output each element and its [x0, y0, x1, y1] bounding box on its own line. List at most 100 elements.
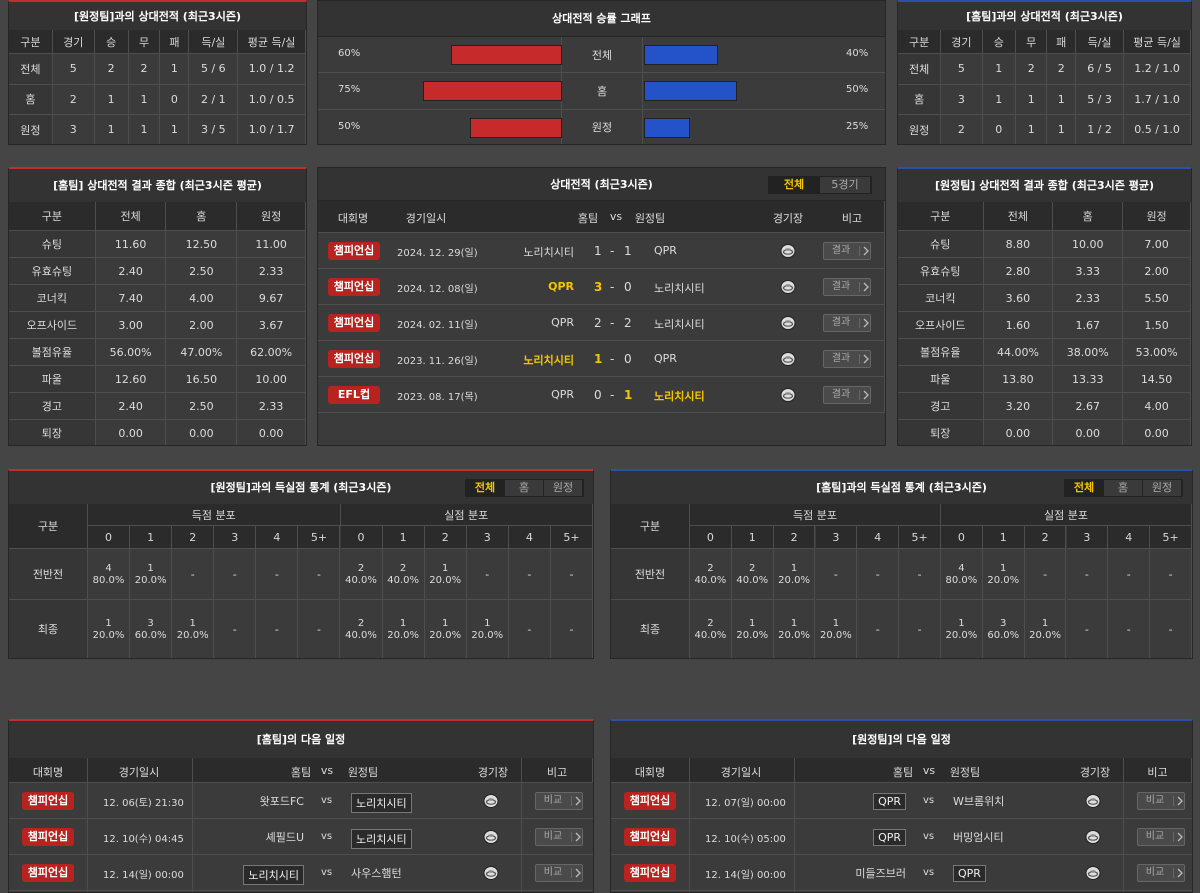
score-separator: -: [610, 280, 615, 294]
column-header: 경기일시: [405, 212, 447, 225]
tab[interactable]: 홈: [505, 480, 544, 496]
distribution-cell: -: [550, 549, 593, 600]
tab[interactable]: 전체: [769, 177, 820, 193]
goal-percent: 40.0%: [387, 574, 419, 586]
league-badge: 챔피언십: [624, 828, 676, 846]
button[interactable]: 비교: [535, 864, 583, 882]
table-cell: 3: [941, 84, 983, 115]
league-badge: 챔피언십: [328, 278, 380, 296]
icon-part: [785, 284, 791, 287]
column-divider: [192, 758, 193, 892]
button[interactable]: 비교: [535, 828, 583, 846]
distribution-cell: 1 20.0%: [172, 600, 215, 658]
table-cell: 47.00%: [166, 339, 238, 366]
row-label: 볼점유율: [9, 339, 96, 366]
goal-count: 1: [790, 562, 798, 574]
left-value-label: 50%: [338, 120, 361, 132]
distribution-cell: 4 80.0%: [941, 549, 983, 600]
table-cell: 4.00: [1123, 393, 1191, 420]
table-cell: 2: [52, 84, 95, 115]
table-cell: 1.2 / 1.0: [1124, 54, 1191, 85]
vs-label: vs: [321, 831, 333, 842]
button[interactable]: 결과: [823, 314, 871, 332]
column-header: 패: [1047, 30, 1076, 54]
away-score: 2: [624, 316, 632, 330]
distribution-cell: -: [256, 600, 299, 658]
distribution-cell: 3 60.0%: [983, 600, 1025, 658]
row-label: 볼점유율: [898, 339, 984, 366]
column-divider: [794, 758, 795, 892]
tab[interactable]: 전체: [1065, 480, 1104, 496]
away-team: 노리치시티: [351, 793, 412, 813]
chevron: [1173, 868, 1183, 878]
stadium-icon: [483, 830, 499, 844]
icon-part: [1090, 834, 1096, 837]
tab[interactable]: 원정: [544, 480, 583, 496]
home-team: QPR: [551, 388, 574, 401]
button[interactable]: 비교: [1137, 864, 1185, 882]
panel-title: [원정팀]의 다음 일정: [611, 721, 1192, 759]
column-header: 구분: [9, 202, 96, 231]
bin-header: 2: [1024, 526, 1067, 549]
distribution-cell: -: [1067, 600, 1109, 658]
column-header: 경기: [52, 30, 95, 54]
row-label: 최종: [611, 600, 690, 658]
icon-part: [1090, 798, 1096, 801]
right-bar: [644, 81, 737, 102]
stadium-icon: [1085, 830, 1101, 844]
table-cell: 0.5 / 1.0: [1124, 115, 1191, 144]
button[interactable]: 비교: [535, 792, 583, 810]
goal-percent: 20.0%: [429, 574, 462, 586]
score-separator: -: [610, 388, 615, 402]
column-header: 경기장: [772, 212, 804, 225]
tab[interactable]: 전체: [466, 480, 505, 496]
distribution-cell: 1 20.0%: [424, 549, 467, 600]
button[interactable]: 결과: [823, 242, 871, 260]
button[interactable]: 결과: [823, 350, 871, 368]
away-score: 0: [624, 352, 632, 366]
icon-part: [785, 392, 791, 395]
button[interactable]: 비교: [1137, 792, 1185, 810]
graph-category: 원정: [562, 109, 643, 144]
goal-count: 1: [442, 562, 449, 574]
distribution-cell: -: [815, 549, 858, 600]
distribution-cell: 2 40.0%: [340, 549, 383, 600]
button-label: 비교: [543, 867, 563, 878]
goal-percent: 80.0%: [945, 574, 978, 586]
goal-percent: 20.0%: [778, 574, 810, 586]
chevron-path: [863, 354, 869, 364]
chevron: [1173, 796, 1183, 806]
column-header: 득/실: [189, 30, 239, 54]
goal-count: 1: [832, 617, 840, 629]
row-divider: [9, 890, 593, 891]
stadium-icon: [483, 866, 499, 880]
match-date: 12. 10(수) 05:00: [705, 834, 786, 845]
table-cell: 1: [128, 84, 161, 115]
chevron: [859, 390, 869, 400]
icon-part: [488, 834, 494, 837]
column-divider: [521, 758, 522, 892]
button[interactable]: 비교: [1137, 828, 1185, 846]
column-header: 대회명: [32, 766, 64, 779]
league-badge: 챔피언십: [22, 864, 74, 882]
header-row: [611, 758, 1192, 783]
button-label: 비교: [543, 831, 563, 842]
tab[interactable]: 원정: [1143, 480, 1182, 496]
chevron: [571, 868, 581, 878]
button[interactable]: 결과: [823, 386, 871, 404]
distribution-cell: 1 20.0%: [773, 549, 816, 600]
column-header: 승: [982, 30, 1016, 54]
tab[interactable]: 5경기: [820, 177, 871, 193]
row-label: 전반전: [611, 549, 690, 600]
away-team: QPR: [953, 865, 986, 882]
button[interactable]: 결과: [823, 278, 871, 296]
column-header: 무: [1015, 30, 1048, 54]
table-cell: 1.0 / 1.2: [238, 54, 306, 85]
column-header: 구분: [9, 30, 53, 54]
match-date: 2024. 02. 11(일): [397, 320, 478, 331]
tab[interactable]: 홈: [1104, 480, 1143, 496]
tab-group: 전체 5경기: [768, 176, 872, 194]
distribution-cell: 1 20.0%: [1025, 600, 1067, 658]
column-header: 평균 득/실: [1124, 30, 1191, 54]
chevron: [859, 354, 869, 364]
